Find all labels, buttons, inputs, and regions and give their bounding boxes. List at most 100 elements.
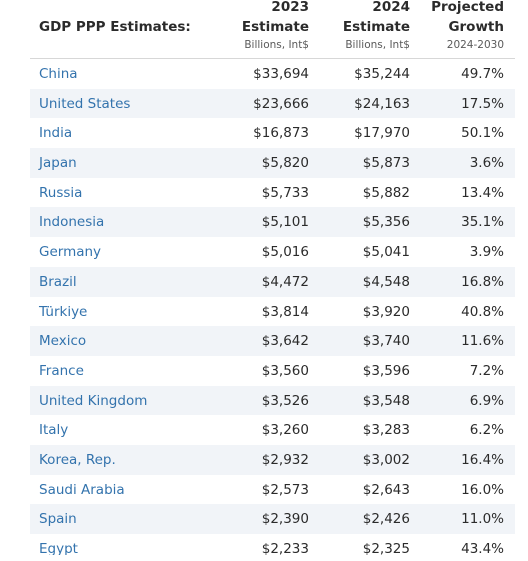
country-link[interactable]: Egypt xyxy=(39,541,78,555)
gdp-table: GDP PPP Estimates: 2023 Estimate Billion… xyxy=(30,0,515,555)
growth-value: 11.0% xyxy=(461,511,504,528)
table-row: United Kingdom $3,526 $3,548 6.9% xyxy=(30,385,515,416)
country-link[interactable]: India xyxy=(39,125,73,142)
growth-value: 6.9% xyxy=(469,392,504,409)
value-2023: $5,733 xyxy=(261,184,309,201)
value-2023: $5,820 xyxy=(261,155,309,172)
country-link[interactable]: Spain xyxy=(39,511,77,528)
value-2024: $35,244 xyxy=(354,66,410,82)
country-link[interactable]: Mexico xyxy=(39,333,87,350)
value-2024: $2,643 xyxy=(362,481,410,498)
value-2023: $2,390 xyxy=(261,511,309,528)
growth-value: 50.1% xyxy=(461,125,504,142)
growth-value: 17.5% xyxy=(461,95,504,112)
table-row: United States $23,666 $24,163 17.5% xyxy=(30,88,515,119)
header-2023-unit: Billions, Int$ xyxy=(244,39,309,51)
growth-value: 6.2% xyxy=(469,422,504,439)
value-2023: $16,873 xyxy=(253,125,309,142)
header-growth: Projected Growth 2024-2030 xyxy=(431,0,504,53)
table-body: China $33,694 $35,244 49.7% United States $23… xyxy=(30,59,515,555)
table-row: Spain $2,390 $2,426 11.0% xyxy=(30,504,515,534)
value-2024: $17,970 xyxy=(354,125,410,142)
table-row: Egypt $2,233 $2,325 43.4% xyxy=(30,534,515,555)
growth-value: 7.2% xyxy=(469,362,504,379)
value-2023: $2,932 xyxy=(261,451,309,468)
value-2024: $5,882 xyxy=(362,184,410,201)
value-2023: $5,101 xyxy=(261,214,309,231)
table-row: Mexico $3,642 $3,740 11.6% xyxy=(30,326,515,356)
country-link[interactable]: Korea, Rep. xyxy=(39,451,116,468)
value-2024: $3,002 xyxy=(362,451,410,468)
value-2024: $3,596 xyxy=(362,362,410,379)
value-2024: $2,426 xyxy=(362,511,410,528)
value-2023: $3,260 xyxy=(261,422,309,439)
country-link[interactable]: Japan xyxy=(39,155,77,172)
value-2024: $4,548 xyxy=(362,273,410,290)
table-title: GDP PPP Estimates: xyxy=(39,19,191,35)
growth-value: 35.1% xyxy=(461,214,504,231)
growth-value: 11.6% xyxy=(461,333,504,350)
value-2024: $3,740 xyxy=(362,333,410,350)
table-row: China $33,694 $35,244 49.7% xyxy=(30,59,515,89)
country-link[interactable]: China xyxy=(39,66,78,82)
header-2023: 2023 Estimate Billions, Int$ xyxy=(242,0,309,53)
header-2024-unit: Billions, Int$ xyxy=(345,39,410,51)
value-2024: $24,163 xyxy=(354,95,410,112)
country-link[interactable]: United States xyxy=(39,95,131,112)
country-link[interactable]: United Kingdom xyxy=(39,392,148,409)
country-link[interactable]: France xyxy=(39,362,84,379)
header-2024-year: 2024 xyxy=(372,0,410,15)
value-2023: $23,666 xyxy=(253,95,309,112)
header-2024-label: Estimate xyxy=(342,19,410,35)
value-2024: $3,283 xyxy=(362,422,410,439)
country-link[interactable]: Italy xyxy=(39,422,69,439)
country-link[interactable]: Brazil xyxy=(39,273,77,290)
value-2023: $4,472 xyxy=(261,273,309,290)
growth-value: 13.4% xyxy=(461,184,504,201)
table-row: Saudi Arabia $2,573 $2,643 16.0% xyxy=(30,475,515,505)
table-row: Türkiye $3,814 $3,920 40.8% xyxy=(30,297,515,327)
value-2024: $3,920 xyxy=(362,303,410,320)
value-2023: $3,642 xyxy=(261,333,309,350)
table-row: Italy $3,260 $3,283 6.2% xyxy=(30,415,515,445)
country-link[interactable]: Türkiye xyxy=(39,303,88,320)
country-link[interactable]: Germany xyxy=(39,244,102,261)
growth-value: 3.9% xyxy=(469,244,504,261)
country-link[interactable]: Russia xyxy=(39,184,83,201)
header-2023-year: 2023 xyxy=(271,0,309,15)
header-growth-line1: Projected xyxy=(431,0,504,15)
value-2023: $5,016 xyxy=(261,244,309,261)
growth-value: 40.8% xyxy=(461,303,504,320)
country-link[interactable]: Indonesia xyxy=(39,214,105,231)
value-2023: $3,560 xyxy=(261,362,309,379)
table-row: Russia $5,733 $5,882 13.4% xyxy=(30,178,515,208)
growth-value: 3.6% xyxy=(469,155,504,172)
header-growth-line2: Growth xyxy=(448,19,504,35)
header-growth-period: 2024-2030 xyxy=(446,39,504,51)
value-2023: $2,233 xyxy=(261,541,309,555)
table-row: Germany $5,016 $5,041 3.9% xyxy=(30,237,515,267)
table-row: Korea, Rep. $2,932 $3,002 16.4% xyxy=(30,444,515,475)
table-header: GDP PPP Estimates: 2023 Estimate Billion… xyxy=(30,0,515,59)
table-row: Brazil $4,472 $4,548 16.8% xyxy=(30,266,515,297)
growth-value: 49.7% xyxy=(461,66,504,82)
value-2024: $5,356 xyxy=(362,214,410,231)
growth-value: 16.0% xyxy=(461,481,504,498)
growth-value: 43.4% xyxy=(461,541,504,555)
table-row: Indonesia $5,101 $5,356 35.1% xyxy=(30,207,515,238)
country-link[interactable]: Saudi Arabia xyxy=(39,481,125,498)
table-row: India $16,873 $17,970 50.1% xyxy=(30,118,515,148)
value-2023: $3,814 xyxy=(261,303,309,320)
value-2023: $2,573 xyxy=(261,481,309,498)
header-2023-label: Estimate xyxy=(241,19,309,35)
value-2023: $33,694 xyxy=(253,66,309,82)
growth-value: 16.4% xyxy=(461,451,504,468)
value-2024: $5,041 xyxy=(362,244,410,261)
table-row: Japan $5,820 $5,873 3.6% xyxy=(30,148,515,178)
table-row: France $3,560 $3,596 7.2% xyxy=(30,356,515,386)
growth-value: 16.8% xyxy=(461,273,504,290)
value-2023: $3,526 xyxy=(261,392,309,409)
value-2024: $5,873 xyxy=(362,155,410,172)
header-2024: 2024 Estimate Billions, Int$ xyxy=(343,0,410,53)
